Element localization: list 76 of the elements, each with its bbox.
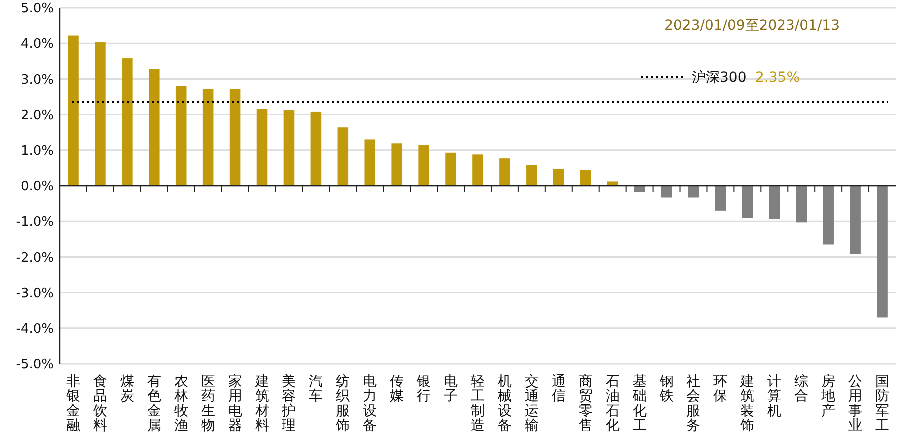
bar [392, 144, 402, 186]
bar [284, 110, 295, 186]
x-tick-label: 基础化工 [632, 374, 647, 434]
bar [310, 112, 322, 186]
bar [634, 186, 646, 192]
x-tick-label: 银行 [416, 374, 432, 405]
x-tick-label: 房地产 [820, 374, 836, 420]
x-tick-label: 纺织服饰 [335, 374, 350, 434]
legend-label: 沪深300 [692, 70, 747, 86]
bar [176, 86, 187, 186]
x-tick-label: 有色金属 [147, 374, 162, 434]
bar [418, 145, 430, 186]
x-tick-label: 石油石化 [606, 374, 620, 434]
x-tick-label: 综合 [794, 374, 809, 405]
bar [446, 152, 456, 186]
y-tick-label: -1.0% [16, 215, 54, 230]
x-tick-label: 轻工制造 [471, 374, 485, 434]
bar [607, 182, 618, 186]
bar [95, 42, 106, 186]
bar [364, 140, 376, 186]
bar [580, 170, 592, 186]
y-tick-label: -2.0% [16, 250, 54, 266]
y-tick-label: 1.0% [20, 144, 54, 159]
x-tick-label: 建筑材料 [254, 374, 270, 434]
x-tick-label: 传媒 [390, 374, 404, 405]
bar [472, 154, 484, 186]
x-tick-label: 环保 [714, 374, 728, 405]
bar [526, 165, 538, 186]
x-tick-label: 机械设备 [498, 374, 512, 434]
bar [148, 69, 160, 186]
bar [769, 186, 780, 220]
x-tick-label: 商贸零售 [578, 374, 593, 434]
x-tick-label: 计算机 [768, 374, 782, 420]
x-tick-label: 国防军工 [876, 374, 890, 434]
x-tick-label: 食品饮料 [92, 374, 108, 434]
bar [850, 186, 861, 254]
bar [688, 186, 700, 198]
y-tick-label: 0.0% [20, 180, 54, 195]
x-tick-label: 公用事业 [848, 374, 863, 434]
x-tick-label: 通信 [552, 374, 566, 405]
bar [202, 89, 214, 186]
x-tick-label: 社会服务 [686, 374, 701, 434]
bar [823, 186, 834, 245]
x-tick-label: 农林牧渔 [173, 374, 188, 434]
bar [68, 36, 79, 186]
x-tick-label: 医药生物 [201, 374, 216, 434]
x-tick-label: 家用电器 [228, 374, 242, 434]
x-tick-label: 非银金融 [65, 374, 80, 434]
y-tick-label: 3.0% [20, 72, 54, 88]
y-tick-label: -4.0% [16, 322, 54, 337]
bar [742, 186, 754, 218]
bar [230, 89, 241, 186]
x-tick-label: 煤炭 [120, 374, 134, 405]
x-tick-label: 建筑装饰 [740, 374, 755, 434]
x-tick-label: 钢铁 [658, 374, 674, 405]
bar [554, 169, 564, 186]
y-tick-label: 4.0% [20, 37, 54, 52]
bar [122, 58, 133, 186]
x-tick-label: 交通运输 [524, 374, 539, 434]
bar [256, 109, 268, 186]
bar [661, 186, 672, 198]
y-tick-label: -3.0% [16, 286, 54, 302]
bar [796, 186, 808, 223]
y-tick-label: 5.0% [20, 2, 54, 17]
x-tick-label: 电力设备 [363, 374, 378, 434]
x-tick-label: 汽车 [309, 374, 324, 405]
x-tick-label: 电子 [444, 374, 458, 405]
y-tick-label: -5.0% [16, 358, 54, 373]
y-tick-label: 2.0% [20, 108, 54, 124]
bar [500, 158, 510, 186]
bar [715, 186, 726, 211]
bar [338, 128, 349, 186]
x-tick-label: 美容护理 [281, 374, 296, 434]
bar [877, 186, 888, 318]
annotation: 2.35% [756, 70, 800, 86]
annotation: 2023/01/09至2023/01/13 [664, 18, 840, 34]
